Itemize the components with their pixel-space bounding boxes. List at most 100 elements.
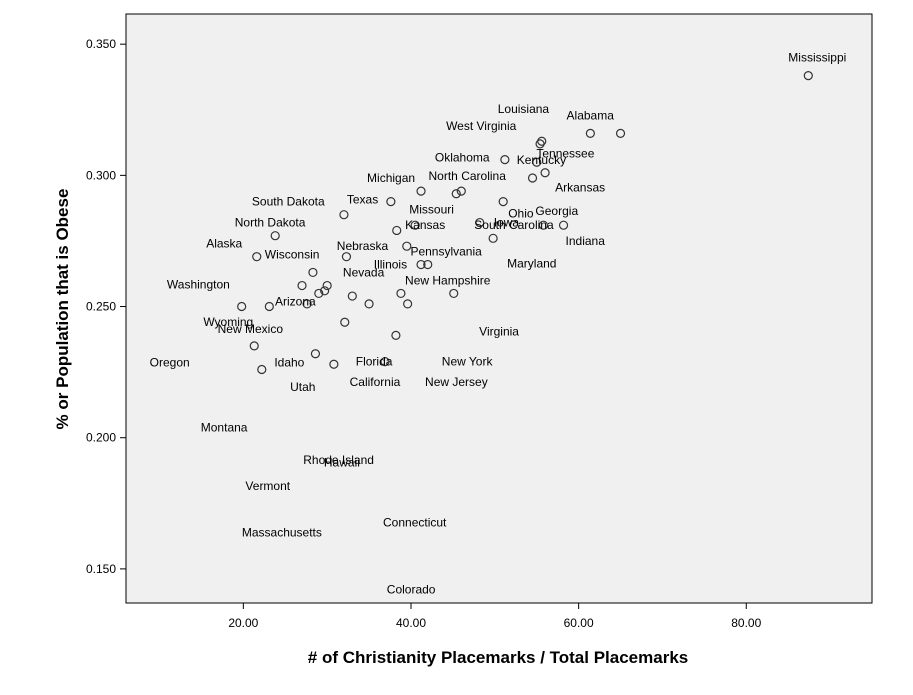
- x-tick-label: 80.00: [731, 616, 761, 630]
- data-point: [347, 291, 357, 301]
- data-point: [314, 288, 324, 299]
- y-tick-label: 0.350: [86, 37, 116, 51]
- point-label: South Dakota: [252, 195, 325, 209]
- point-label: Mississippi: [788, 51, 846, 65]
- data-point: [237, 301, 247, 312]
- data-point: [310, 349, 321, 359]
- y-axis-title: % or Population that is Obese: [53, 189, 72, 430]
- data-point: [416, 186, 426, 196]
- x-axis: 20.00 40.00 60.00 80.00: [228, 603, 762, 630]
- x-tick-label: 20.00: [228, 616, 258, 630]
- point-label: Wyoming: [203, 315, 253, 329]
- data-point: [380, 357, 390, 367]
- point-label: Rhode Island: [303, 453, 374, 467]
- data-point: [364, 299, 374, 309]
- point-label: New Jersey: [425, 375, 488, 389]
- point-label: New Mexico: [218, 322, 284, 336]
- point-label: Oregon: [150, 356, 190, 370]
- data-point: [585, 128, 595, 138]
- data-point: [320, 286, 330, 296]
- x-tick-label: 60.00: [564, 616, 594, 630]
- point-label: Ohio: [508, 207, 534, 221]
- data-point: [527, 173, 538, 183]
- point-label: Louisiana: [498, 102, 550, 116]
- data-point: [252, 252, 262, 262]
- data-point: [297, 280, 307, 291]
- data-point: [322, 280, 332, 291]
- data-point: [488, 233, 498, 243]
- point-label: West Virginia: [446, 119, 517, 133]
- data-point: [538, 220, 549, 230]
- x-tick-label: 40.00: [396, 616, 426, 630]
- data-point: [392, 225, 402, 236]
- point-label: Idaho: [274, 356, 304, 370]
- point-label: Montana: [201, 420, 248, 434]
- data-point: [803, 71, 813, 81]
- y-tick-label: 0.150: [86, 562, 116, 576]
- point-label: California: [350, 375, 401, 389]
- point-label: Arizona: [275, 295, 316, 309]
- data-point: [449, 288, 459, 299]
- point-label: Utah: [290, 380, 315, 394]
- y-axis: 0.150 0.200 0.250 0.300 0.350: [86, 37, 126, 576]
- x-axis-title: # of Christianity Placemarks / Total Pla…: [308, 648, 688, 667]
- data-point: [308, 267, 318, 278]
- point-label: Nebraska: [337, 239, 389, 253]
- plot-area: [125, 13, 873, 604]
- data-point: [615, 128, 626, 138]
- data-point: [537, 136, 547, 146]
- point-label: Connecticut: [383, 516, 447, 530]
- data-point: [532, 157, 542, 167]
- data-point: [386, 196, 396, 207]
- data-point: [416, 259, 426, 270]
- point-label: Nevada: [343, 265, 385, 279]
- point-label: North Dakota: [235, 215, 306, 229]
- point-label: Washington: [167, 277, 230, 291]
- data-point: [456, 186, 466, 196]
- data-points: [237, 71, 813, 375]
- point-label: North Carolina: [429, 169, 507, 183]
- point-label: Alabama: [567, 108, 615, 122]
- data-point: [329, 359, 339, 369]
- y-tick-label: 0.200: [86, 431, 116, 445]
- y-tick-label: 0.300: [86, 168, 116, 182]
- data-point: [264, 301, 274, 312]
- point-label: Florida: [356, 354, 393, 368]
- point-label: Wisconsin: [265, 248, 320, 262]
- point-label: Virginia: [479, 325, 519, 339]
- point-label: Alaska: [206, 237, 242, 251]
- data-point: [535, 139, 545, 149]
- point-label: Iowa: [494, 216, 520, 230]
- data-point: [500, 155, 510, 165]
- data-point: [402, 241, 412, 251]
- data-point: [341, 252, 352, 262]
- point-label: Kansas: [405, 218, 445, 232]
- point-label: Georgia: [535, 204, 578, 218]
- point-label: Hawaii: [324, 455, 360, 469]
- point-label: Texas: [347, 193, 378, 207]
- y-tick-label: 0.250: [86, 300, 116, 314]
- point-label: Maryland: [507, 256, 556, 270]
- data-point: [558, 220, 569, 230]
- point-label: Michigan: [367, 171, 415, 185]
- point-label: Pennsylvania: [410, 245, 482, 259]
- point-label: Illinois: [374, 258, 407, 272]
- point-label: Tennessee: [536, 146, 594, 160]
- data-point: [451, 189, 461, 199]
- data-point: [410, 220, 420, 230]
- data-point: [540, 168, 550, 178]
- point-label: Vermont: [245, 479, 290, 493]
- point-label: Indiana: [566, 234, 606, 248]
- data-point: [339, 210, 349, 220]
- point-label: Colorado: [387, 582, 436, 596]
- data-point: [391, 330, 401, 340]
- data-point: [403, 299, 413, 309]
- data-point: [302, 299, 312, 309]
- point-label: Massachusetts: [242, 525, 322, 539]
- data-point: [396, 288, 406, 299]
- point-label: New York: [442, 354, 494, 368]
- point-label: Missouri: [409, 203, 454, 217]
- data-point: [270, 231, 280, 241]
- data-point: [475, 217, 485, 228]
